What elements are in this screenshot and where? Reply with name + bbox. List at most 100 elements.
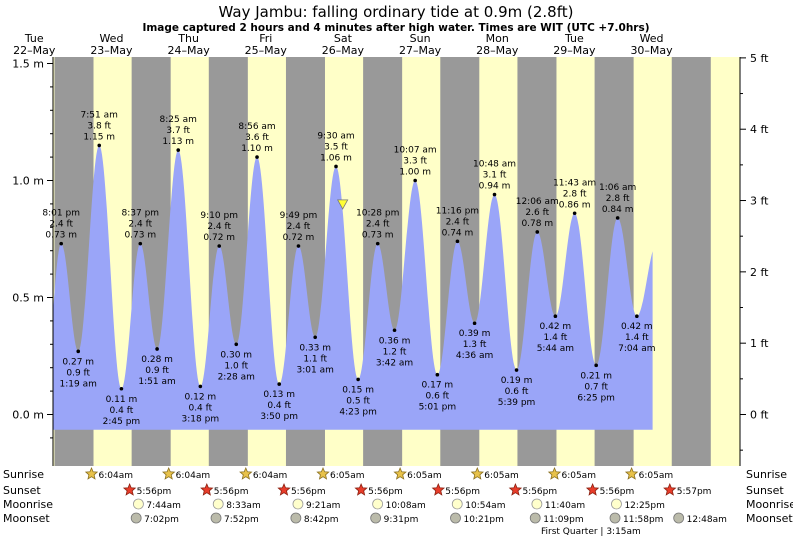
row-label-left: Sunset: [3, 484, 41, 497]
extreme-time: 5:01 pm: [419, 403, 457, 413]
sunrise-time: 6:05am: [639, 471, 674, 481]
sunrise-icon: [84, 466, 99, 480]
extreme-point: [472, 321, 477, 326]
extreme-metres: 0.86 m: [559, 200, 591, 210]
moonset-icon: [290, 512, 302, 524]
extreme-time: 7:51 am: [81, 110, 118, 120]
moonrise-icon: [292, 498, 304, 510]
extreme-time: 11:16 pm: [436, 206, 479, 216]
extreme-feet: 1.4 ft: [625, 333, 649, 343]
extreme-metres: 1.15 m: [83, 132, 115, 142]
extreme-feet: 3.3 ft: [403, 157, 427, 167]
date-label: 29–May: [553, 44, 596, 57]
row-label-left: Moonrise: [3, 498, 53, 511]
extreme-feet: 2.8 ft: [563, 189, 587, 199]
sunset-icon: [585, 482, 600, 496]
extreme-feet: 2.4 ft: [207, 222, 231, 232]
moonrise-icon: [531, 498, 543, 510]
extreme-point: [514, 368, 519, 372]
moonrise-icon: [212, 498, 224, 510]
extreme-metres: 0.28 m: [141, 355, 173, 365]
moonrise-time: 7:44am: [146, 501, 181, 511]
extreme-time: 10:07 am: [394, 146, 437, 156]
extreme-metres: 0.94 m: [479, 182, 511, 192]
extreme-feet: 3.1 ft: [483, 171, 507, 181]
right-tick-label: 3 ft: [750, 195, 769, 208]
axes: 0.0 m 0.5 m 1.0 m 1.5 m 0 ft 1 ft 2 ft 3 ft 4 ft…: [12, 52, 769, 466]
extreme-labels: 8:01 pm2.4 ft0.73 m0.27 m0.9 ft1:19 am7:…: [42, 110, 655, 426]
day-of-week-label: Tue: [24, 32, 44, 45]
extreme-metres: 0.15 m: [342, 385, 374, 395]
extreme-point: [553, 314, 558, 319]
sunset-icon: [431, 482, 446, 496]
day-of-week-label: Sun: [410, 32, 431, 45]
date-labels: Tue22–MayWed23–MayThu24–MayFri25–MaySat2…: [13, 32, 673, 57]
moonset-icon: [673, 512, 685, 524]
extreme-feet: 2.4 ft: [287, 222, 311, 232]
moonset-icon: [370, 512, 382, 524]
extreme-time: 5:44 am: [537, 344, 574, 354]
right-tick-label: 0 ft: [750, 409, 769, 422]
row-label-right: Moonrise: [746, 498, 793, 511]
extreme-metres: 0.73 m: [124, 231, 156, 241]
tide-curve: [53, 145, 653, 430]
left-tick-label: 1.5 m: [12, 58, 44, 71]
day-of-week-label: Wed: [640, 32, 664, 45]
extreme-time: 8:37 pm: [122, 209, 160, 219]
extreme-point: [615, 216, 620, 220]
right-tick-label: 5 ft: [750, 52, 769, 65]
sunset-time: 5:56pm: [137, 487, 172, 497]
extreme-metres: 0.17 m: [422, 381, 454, 391]
extreme-point: [277, 382, 282, 386]
sunset-time: 5:56pm: [445, 487, 480, 497]
extreme-time: 7:04 am: [618, 344, 655, 354]
date-label: 30–May: [630, 44, 673, 57]
moonrise-time: 8:33am: [226, 501, 261, 511]
sunrise-icon: [162, 466, 176, 480]
moonrise-icon: [372, 498, 384, 510]
left-tick-label: 0.0 m: [12, 409, 44, 422]
extreme-metres: 0.13 m: [263, 390, 295, 400]
sunset-time: 5:56pm: [291, 487, 326, 497]
extreme-time: 3:18 pm: [182, 414, 220, 424]
extreme-metres: 0.78 m: [521, 219, 553, 229]
sunset-time: 5:56pm: [368, 487, 403, 497]
extreme-time: 2:45 pm: [103, 417, 141, 427]
extreme-metres: 0.30 m: [220, 350, 252, 360]
moonset-time: 11:09pm: [543, 515, 583, 525]
moonset-time: 8:42pm: [304, 515, 339, 525]
day-of-week-label: Thu: [177, 32, 199, 45]
moonset-time: 10:21pm: [463, 515, 503, 525]
right-tick-label: 1 ft: [750, 337, 769, 350]
extreme-metres: 0.74 m: [442, 228, 474, 238]
extreme-feet: 2.4 ft: [49, 220, 73, 230]
extreme-time: 5:39 pm: [498, 398, 536, 408]
sunrise-icon: [470, 466, 484, 480]
extreme-metres: 0.73 m: [45, 231, 77, 241]
extreme-point: [119, 386, 124, 391]
sunrise-time: 6:04am: [176, 471, 211, 481]
day-of-week-label: Wed: [99, 32, 123, 45]
extreme-time: 10:48 am: [473, 160, 516, 170]
extreme-point: [234, 342, 239, 347]
extreme-feet: 2.4 ft: [446, 217, 470, 227]
row-label-right: Moonset: [746, 512, 793, 525]
extreme-metres: 0.72 m: [203, 233, 235, 243]
moonset-icon: [210, 512, 222, 524]
extreme-time: 8:25 am: [160, 115, 197, 125]
row-label-left: Moonset: [3, 512, 50, 525]
moonset-icon: [529, 512, 541, 524]
extreme-feet: 1.3 ft: [463, 340, 487, 350]
extreme-point: [455, 239, 460, 244]
moonrise-time: 10:54am: [465, 501, 505, 511]
extreme-time: 9:10 pm: [200, 211, 238, 221]
extreme-time: 6:25 pm: [577, 393, 615, 403]
extreme-point: [492, 192, 497, 197]
moonset-icon: [609, 512, 621, 524]
sunset-time: 5:57pm: [677, 487, 712, 497]
extreme-point: [176, 148, 181, 152]
moonrise-icon: [133, 498, 144, 510]
moonset-time: 12:48am: [687, 515, 727, 525]
extreme-time: 4:23 pm: [339, 407, 377, 417]
moonrise-time: 9:21am: [306, 501, 341, 511]
